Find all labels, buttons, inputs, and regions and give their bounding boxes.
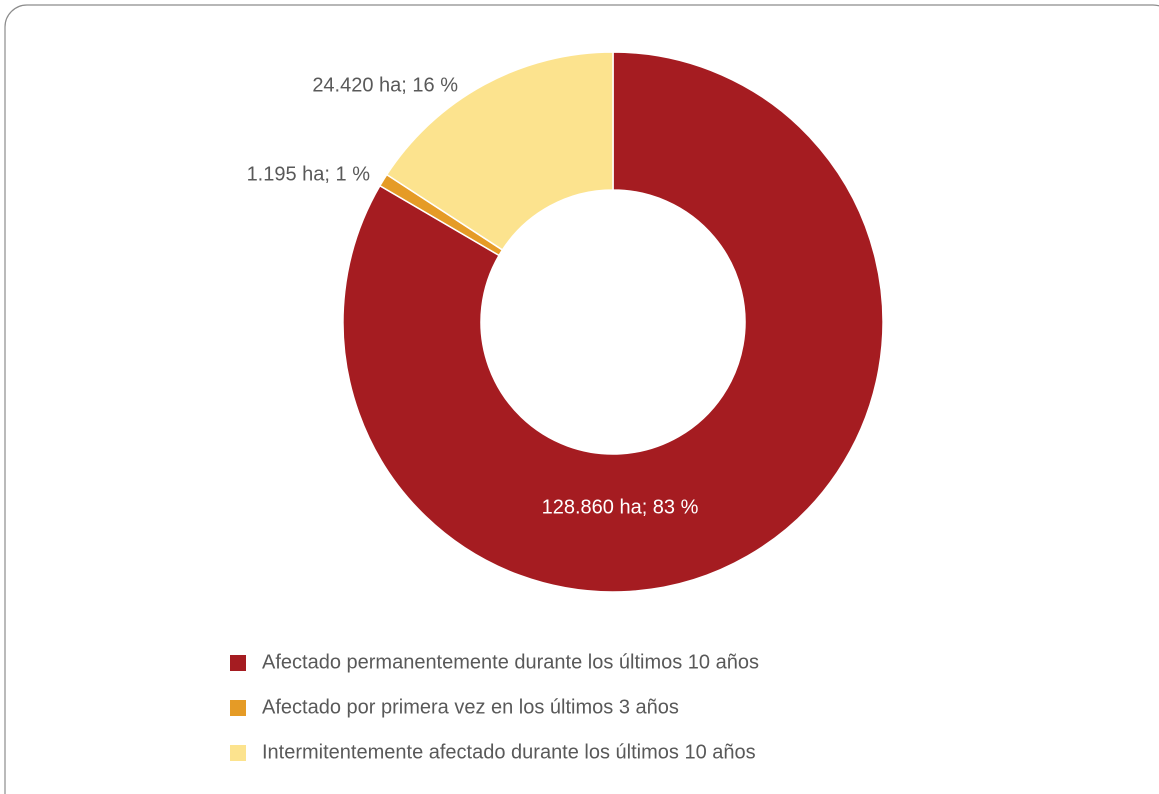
legend-swatch [230,700,246,716]
donut-segment [342,51,884,593]
legend-label: Afectado por primera vez en los últimos … [262,696,679,718]
data-label: 1.195 ha; 1 % [247,163,371,185]
legend-swatch [230,745,246,761]
card-frame [4,4,1159,794]
legend-swatch [230,655,246,671]
data-label: 128.860 ha; 83 % [542,496,699,518]
donut-segment [385,51,614,251]
legend-label: Intermitentemente afectado durante los ú… [262,741,756,763]
data-label: 24.420 ha; 16 % [312,74,458,96]
legend-label: Afectado permanentemente durante los últ… [262,651,759,673]
